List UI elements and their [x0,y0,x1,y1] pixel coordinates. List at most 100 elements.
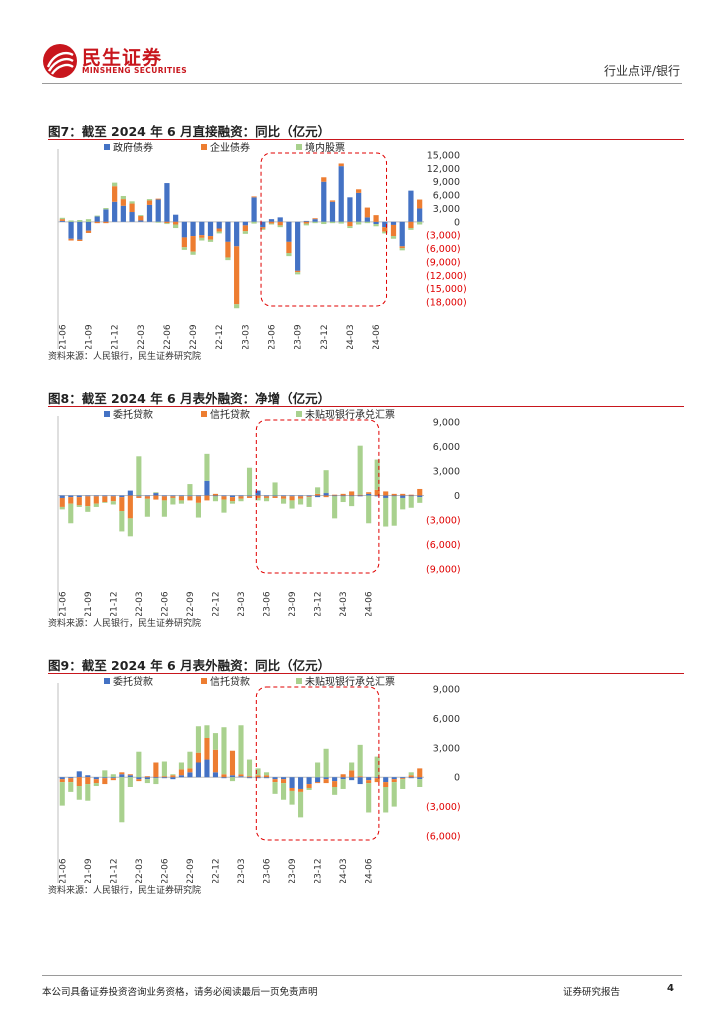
bar-segment [281,777,287,780]
bar-segment [212,772,219,778]
bar-segment [246,467,253,496]
bar-segment [272,495,278,497]
bar-segment [323,495,329,498]
bar-segment [272,496,278,498]
bar-segment [138,220,144,222]
bar-segment [323,748,329,778]
bar-segment [374,756,380,778]
bar-segment [263,775,270,778]
bar-segment [93,495,99,497]
bar-segment [187,496,193,501]
bar-segment [260,221,266,228]
bar-segment [251,221,257,224]
bar-segment [263,497,270,502]
x-tick-label: 2023-06 [263,858,273,883]
bar-segment [246,495,253,497]
bar-segment [119,774,125,778]
bar-segment [110,501,116,505]
y-tick-label: 12,000 [427,164,460,175]
bar-segment [103,209,109,222]
bar-segment [155,198,161,200]
bar-segment [178,495,184,497]
bar-segment [221,774,227,778]
x-tick-label: 2023-03 [237,591,247,616]
bar-segment [59,782,65,806]
bar-segment [349,762,355,771]
bar-segment [102,502,108,503]
bar-segment [306,495,312,497]
x-tick-label: 2023-03 [241,324,251,349]
bar-segment [68,495,74,498]
bar-segment [212,496,219,502]
x-tick-label: 2024-06 [372,324,382,349]
bar-segment [138,215,144,217]
bar-segment [178,500,184,504]
bar-segment [399,221,405,247]
figure-title: 图9：截至 2024 年 6 月表外融资：同比（亿元） [48,658,331,673]
bar-segment [286,253,292,257]
bar-segment [187,768,193,773]
bar-segment [329,221,336,224]
y-tick-label: 0 [454,491,460,502]
bar-segment [312,218,318,220]
bar-segment [153,778,159,785]
bar-segment [229,501,236,504]
x-tick-label: 2023-12 [314,591,324,616]
bar-segment [212,493,219,496]
bar-segment [246,496,253,498]
bar-segment [281,495,287,497]
bar-segment [146,199,153,201]
legend-label: 境内股票 [305,141,345,154]
minsheng-logo-icon [43,44,77,78]
bar-segment [136,777,142,780]
bar-segment [242,221,248,226]
bar-segment [366,493,372,496]
bar-segment [340,779,346,789]
bar-segment [127,518,133,537]
bar-segment [59,777,65,780]
bar-segment [357,777,363,785]
legend-label: 未贴现银行承兑汇票 [305,408,395,421]
bar-segment [102,496,108,503]
bar-segment [216,221,222,229]
bar-segment [144,777,150,780]
bar-segment [349,777,355,781]
bar-segment [199,221,205,236]
figure-source: 资料来源：人民银行，民生证券研究院 [48,619,202,629]
bar-segment [195,495,201,497]
bar-segment [399,246,405,249]
y-tick-label: (6,000) [426,244,461,255]
figure-7: 图7：截至 2024 年 6 月直接融资：同比（亿元） 2021-06 2021-… [48,121,688,362]
bar-segment [221,777,227,779]
y-tick-label: (6,000) [426,832,461,843]
bar-segment [199,237,205,241]
bar-segment [391,782,397,807]
bar-segment [366,780,372,784]
x-tick-label: 2021-06 [58,858,68,883]
bar-segment [400,495,406,498]
bar-segment [173,214,179,222]
bar-segment [332,496,338,519]
bar-segment [144,498,150,517]
bar-segment [77,221,83,240]
bar-segment [298,496,304,499]
figure-title-divider [48,673,684,674]
x-tick-label: 2022-06 [160,591,170,616]
x-tick-label: 2023-09 [288,591,298,616]
legend-label: 未贴现银行承兑汇票 [305,675,395,688]
bar-segment [85,775,91,778]
bar-segment [129,201,135,204]
bar-segment [59,495,65,498]
x-tick-label: 2023-09 [288,858,298,883]
bar-segment [161,500,167,517]
bar-segment [110,774,116,778]
y-tick-label: 3,000 [433,467,460,478]
bar-segment [338,163,344,167]
bar-segment [281,779,287,784]
bar-segment [408,190,414,222]
bar-segment [417,488,423,496]
bar-segment [181,237,187,248]
bar-segment [76,786,82,800]
bar-segment [408,228,414,230]
bar-segment [242,231,248,234]
